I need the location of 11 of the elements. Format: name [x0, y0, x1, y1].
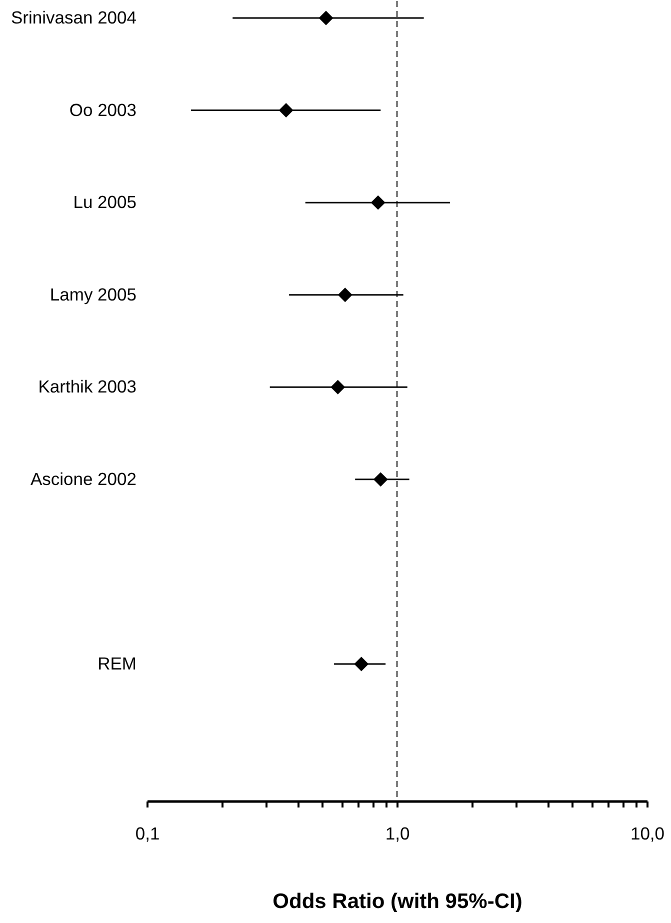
- y-tick-label: Oo 2003: [69, 100, 136, 120]
- y-tick-label: Srinivasan 2004: [11, 7, 137, 28]
- y-tick-label: Ascione 2002: [30, 468, 136, 489]
- y-tick-label: Lamy 2005: [50, 284, 136, 304]
- x-tick-label: 1,0: [385, 824, 410, 844]
- x-axis-title: Odds Ratio (with 95%-CI): [272, 890, 522, 913]
- x-tick-label: 0,1: [135, 824, 160, 844]
- y-tick-label: Lu 2005: [73, 192, 136, 212]
- x-tick-label: 10,0: [630, 824, 665, 844]
- y-tick-label: REM: [98, 654, 136, 674]
- y-tick-label: Karthik 2003: [38, 376, 136, 397]
